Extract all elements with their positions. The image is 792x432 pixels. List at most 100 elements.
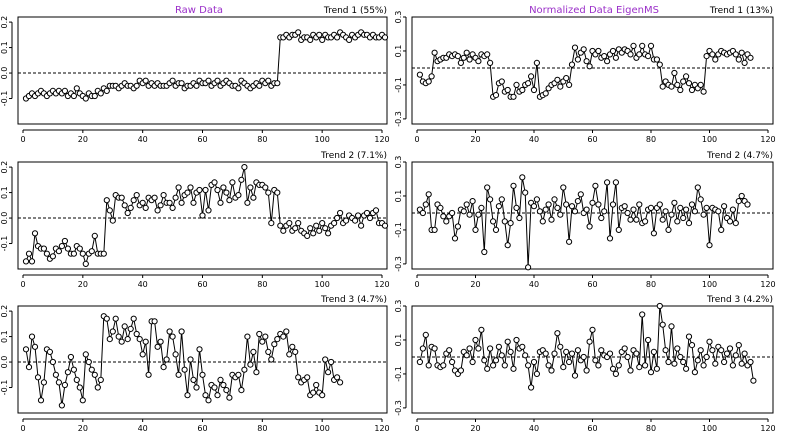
data-point <box>729 362 737 369</box>
data-point <box>718 347 725 354</box>
data-point <box>466 56 473 63</box>
data-point <box>226 197 233 204</box>
data-point <box>79 397 86 404</box>
data-point <box>446 347 453 354</box>
data-point <box>501 218 508 225</box>
data-point <box>557 343 564 350</box>
data-point <box>478 326 485 333</box>
data-point <box>307 36 314 44</box>
data-point <box>621 203 628 210</box>
x-tick-label: 20 <box>470 135 480 144</box>
data-point <box>202 392 209 399</box>
data-point <box>280 333 287 340</box>
plot-frame <box>17 305 388 414</box>
data-point <box>130 315 137 322</box>
data-point <box>49 358 57 366</box>
data-point <box>292 225 299 232</box>
data-point <box>449 358 456 366</box>
data-point <box>466 211 473 218</box>
data-point <box>316 31 323 38</box>
data-point <box>422 201 429 208</box>
data-point <box>355 212 362 219</box>
data-point <box>214 77 221 84</box>
data-point <box>166 199 173 206</box>
data-point <box>557 83 564 90</box>
data-point <box>172 351 179 358</box>
data-point <box>700 88 707 95</box>
data-point <box>163 356 170 363</box>
data-point <box>67 353 75 361</box>
data-point <box>700 362 707 369</box>
data-point <box>196 186 203 194</box>
data-point <box>454 223 461 230</box>
data-point <box>55 379 63 386</box>
data-point <box>525 80 532 87</box>
data-point <box>530 358 538 366</box>
data-point <box>712 360 719 367</box>
x-tick-label: 120 <box>374 135 389 144</box>
data-point <box>202 186 209 194</box>
y-tick-label: 0.1 <box>0 330 9 343</box>
data-point <box>205 397 212 404</box>
data-point <box>545 362 552 369</box>
data-point <box>103 87 110 95</box>
x-tick-label: 100 <box>702 424 717 432</box>
data-point <box>451 235 459 242</box>
data-point <box>709 51 716 58</box>
data-point <box>43 250 51 257</box>
data-point <box>304 374 311 381</box>
data-point <box>492 92 500 99</box>
data-point <box>175 371 182 378</box>
data-point <box>606 235 614 242</box>
y-tick-label: 0.1 <box>394 334 403 347</box>
data-point <box>568 350 576 357</box>
x-tick-label: 40 <box>138 280 148 289</box>
data-point <box>440 213 447 220</box>
data-point <box>280 227 287 234</box>
x-tick-label: 40 <box>138 135 148 144</box>
data-point <box>460 208 467 215</box>
data-point <box>184 189 191 196</box>
data-point <box>193 384 200 391</box>
data-point <box>124 336 131 343</box>
data-point <box>416 71 423 78</box>
data-point <box>366 214 374 222</box>
data-point <box>37 397 45 404</box>
data-point <box>650 348 658 355</box>
data-point <box>217 376 224 383</box>
data-point <box>214 392 221 399</box>
data-point <box>484 365 491 372</box>
data-point <box>498 196 505 203</box>
data-point <box>82 260 89 267</box>
data-point <box>205 207 212 214</box>
data-point <box>601 53 608 60</box>
panel-left-1: Trend 1 (55%) 0 20 40 60 80 100 120 -0.1 0.0 0.1 0.… <box>0 6 390 144</box>
data-point <box>265 189 272 196</box>
data-point <box>548 367 555 374</box>
data-point <box>454 53 461 60</box>
data-point <box>700 211 707 218</box>
data-point <box>560 184 567 191</box>
x-tick-label: 100 <box>315 424 330 432</box>
data-point <box>241 164 248 171</box>
data-point <box>133 82 140 89</box>
data-point <box>566 358 573 366</box>
data-point <box>694 184 701 191</box>
data-point <box>688 86 696 94</box>
data-point <box>659 83 666 90</box>
data-point <box>645 53 652 60</box>
data-point <box>196 346 203 353</box>
data-point <box>574 347 582 354</box>
data-point <box>586 223 593 230</box>
data-point <box>475 58 482 65</box>
data-point <box>73 85 80 92</box>
data-point <box>589 199 596 206</box>
data-point <box>103 197 110 204</box>
data-point <box>463 352 470 359</box>
x-tick-label: 40 <box>529 424 539 432</box>
data-point <box>316 227 323 234</box>
data-point <box>747 358 754 366</box>
data-point <box>49 253 57 260</box>
data-point <box>528 73 535 80</box>
data-point <box>76 245 83 252</box>
